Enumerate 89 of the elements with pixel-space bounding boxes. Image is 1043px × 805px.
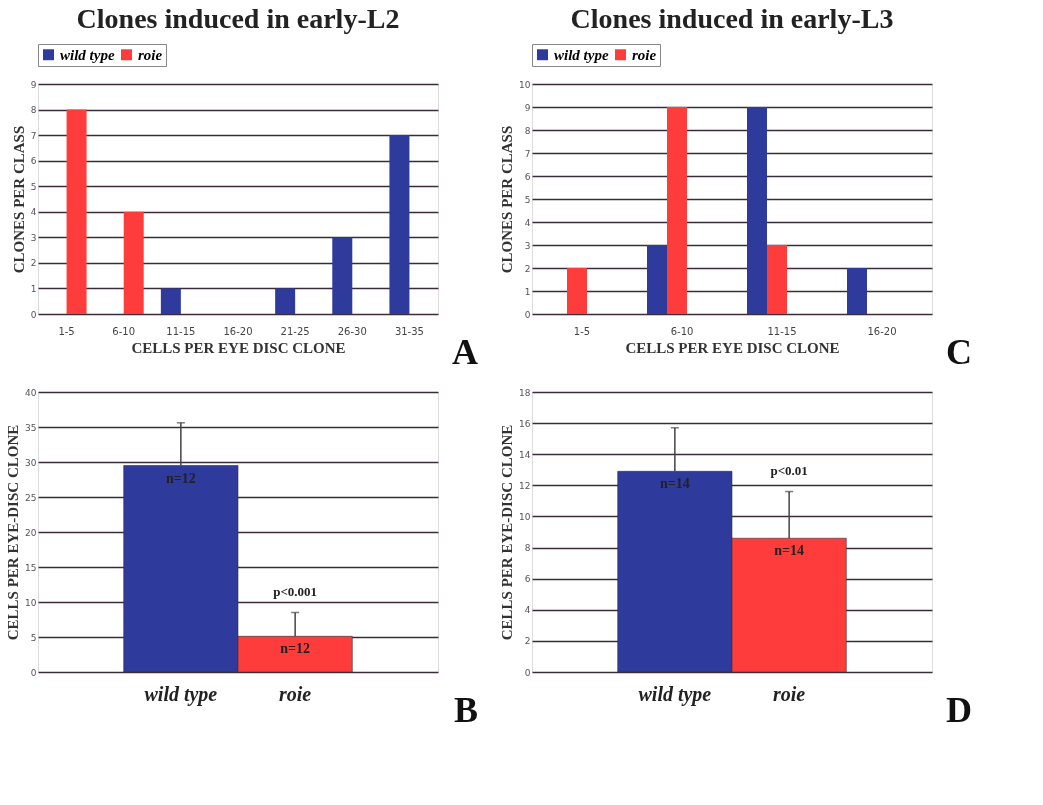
legend-label: roie bbox=[138, 46, 163, 63]
y-tick-label: 8 bbox=[30, 105, 37, 116]
x-tick-label: 31-35 bbox=[394, 325, 424, 337]
y-tick-label: 0 bbox=[30, 309, 37, 320]
annotation: n=12 bbox=[165, 470, 196, 486]
x-tick-label: 11-15 bbox=[767, 325, 797, 337]
y-tick-label: 35 bbox=[25, 422, 37, 433]
x-tick-label: 21-25 bbox=[280, 325, 310, 337]
y-axis-title: CELLS PER EYE-DISC CLONE bbox=[5, 424, 22, 641]
x-tick-label: 26-30 bbox=[337, 325, 367, 337]
y-tick-label: 25 bbox=[25, 492, 37, 503]
bar bbox=[123, 211, 144, 314]
x-tick-label: 1-5 bbox=[573, 325, 591, 337]
y-tick-label: 15 bbox=[25, 562, 37, 573]
legend-label: wild type bbox=[60, 46, 115, 63]
y-axis-title: CELLS PER EYE-DISC CLONE bbox=[499, 424, 516, 641]
y-tick-label: 3 bbox=[30, 232, 37, 243]
x-tick-label: 11-15 bbox=[166, 325, 196, 337]
bar bbox=[389, 135, 410, 314]
y-tick-label: 6 bbox=[524, 574, 531, 585]
x-tick-label: wild type bbox=[638, 682, 712, 706]
bar bbox=[847, 268, 867, 314]
bar bbox=[332, 237, 353, 314]
x-tick-label: roie bbox=[279, 682, 312, 705]
text: A bbox=[452, 332, 478, 372]
y-tick-label: 2 bbox=[524, 263, 531, 274]
y-tick-label: 10 bbox=[519, 511, 531, 522]
text: B bbox=[453, 690, 478, 730]
bar bbox=[667, 107, 687, 314]
y-tick-label: 3 bbox=[524, 240, 531, 251]
x-tick-label: 1-5 bbox=[58, 325, 75, 337]
x-axis-title: CELLS PER EYE DISC CLONE bbox=[131, 339, 346, 356]
y-tick-label: 0 bbox=[30, 667, 37, 678]
bar bbox=[567, 268, 587, 314]
y-tick-label: 8 bbox=[524, 125, 531, 136]
y-tick-label: 16 bbox=[519, 418, 531, 429]
y-tick-label: 2 bbox=[30, 258, 37, 269]
text: C bbox=[946, 332, 972, 372]
y-tick-label: 2 bbox=[524, 636, 531, 647]
y-tick-label: 9 bbox=[524, 102, 531, 113]
y-tick-label: 5 bbox=[30, 181, 37, 192]
y-tick-label: 6 bbox=[30, 156, 37, 167]
y-tick-label: 14 bbox=[519, 449, 531, 460]
bar bbox=[747, 107, 767, 314]
y-tick-label: 5 bbox=[30, 632, 37, 643]
chart-title: Clones induced in early-L2 bbox=[76, 2, 400, 34]
annotation: p<0.001 bbox=[273, 583, 318, 599]
y-tick-label: 30 bbox=[25, 457, 37, 468]
bar bbox=[160, 288, 181, 314]
y-tick-label: 9 bbox=[30, 79, 37, 90]
y-tick-label: 4 bbox=[524, 217, 531, 228]
y-tick-label: 7 bbox=[30, 130, 37, 141]
annotation: n=14 bbox=[659, 476, 690, 492]
bar bbox=[275, 288, 296, 314]
bar bbox=[767, 245, 787, 314]
y-tick-label: 10 bbox=[25, 597, 37, 608]
legend-label: roie bbox=[632, 46, 657, 63]
y-tick-label: 40 bbox=[25, 387, 37, 398]
y-tick-label: 4 bbox=[524, 605, 531, 616]
x-tick-label: 6-10 bbox=[112, 325, 136, 337]
y-tick-label: 1 bbox=[524, 286, 531, 297]
annotation: n=12 bbox=[280, 641, 311, 657]
bar bbox=[647, 245, 667, 314]
x-tick-label: roie bbox=[773, 682, 806, 705]
x-tick-label: wild type bbox=[144, 682, 218, 706]
x-tick-label: 16-20 bbox=[223, 325, 253, 337]
x-axis-title: CELLS PER EYE DISC CLONE bbox=[625, 339, 840, 356]
y-tick-label: 7 bbox=[524, 148, 531, 159]
text: D bbox=[946, 690, 972, 730]
legend-label: wild type bbox=[554, 46, 609, 63]
bar bbox=[66, 109, 87, 314]
annotation: p<0.01 bbox=[770, 462, 808, 478]
y-tick-label: 18 bbox=[519, 387, 531, 398]
y-tick-label: 12 bbox=[519, 480, 531, 491]
x-tick-label: 16-20 bbox=[867, 325, 897, 337]
y-tick-label: 1 bbox=[30, 283, 37, 294]
y-tick-label: 0 bbox=[524, 309, 531, 320]
y-tick-label: 5 bbox=[524, 194, 531, 205]
y-axis-title: CLONES PER CLASS bbox=[499, 125, 516, 274]
y-tick-label: 4 bbox=[30, 207, 37, 218]
chart-title: Clones induced in early-L3 bbox=[570, 2, 894, 34]
y-tick-label: 10 bbox=[519, 79, 531, 90]
annotation: n=14 bbox=[774, 543, 805, 559]
y-tick-label: 8 bbox=[524, 543, 531, 554]
y-axis-title: CLONES PER CLASS bbox=[10, 125, 27, 274]
y-tick-label: 0 bbox=[524, 667, 531, 678]
y-tick-label: 6 bbox=[524, 171, 531, 182]
y-tick-label: 20 bbox=[25, 527, 37, 538]
x-tick-label: 6-10 bbox=[670, 325, 694, 337]
